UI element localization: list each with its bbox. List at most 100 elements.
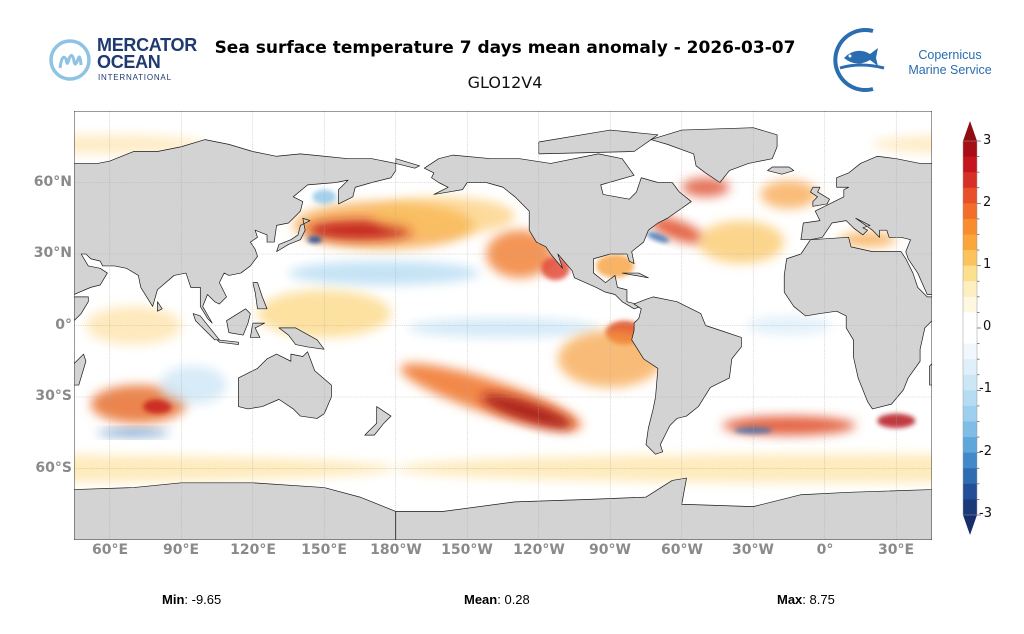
anomaly-okhotsk-cold bbox=[312, 189, 337, 204]
anomaly-south-indian-warm bbox=[90, 385, 187, 424]
colorbar-tick-minus2: -2 bbox=[979, 444, 992, 459]
land-new-guinea bbox=[279, 328, 324, 349]
colorbar-segment bbox=[963, 421, 977, 438]
land-borneo bbox=[227, 309, 251, 335]
colorbar-segment bbox=[963, 312, 977, 329]
lon-label-90w: 90°W bbox=[589, 542, 631, 558]
anomaly-se-pacific-warm-core bbox=[481, 394, 573, 429]
stat-min: Min: -9.65 bbox=[162, 592, 221, 607]
colorbar-segment bbox=[963, 452, 977, 469]
anomaly-kuroshio-cold bbox=[307, 236, 322, 244]
logo-left-line3: INTERNATIONAL bbox=[98, 73, 172, 82]
colorbar-segment bbox=[963, 218, 977, 235]
lon-label-120w: 120°W bbox=[513, 542, 565, 558]
lon-label-150e: 150°E bbox=[301, 542, 347, 558]
lon-label-180w: 180°W bbox=[370, 542, 422, 558]
anomaly-baja-warm bbox=[541, 256, 570, 281]
stat-mean-label: Mean bbox=[464, 592, 498, 607]
colorbar-tick-1: 1 bbox=[983, 257, 992, 272]
stat-max: Max: 8.75 bbox=[777, 592, 835, 607]
stat-mean: Mean: 0.28 bbox=[464, 592, 530, 607]
land-eurasia bbox=[74, 140, 396, 324]
anomaly-gulf-stream-warm bbox=[649, 216, 705, 244]
anomaly-subtropical-np-cold bbox=[288, 261, 480, 285]
land-new-zealand bbox=[365, 407, 391, 436]
stat-max-value: : 8.75 bbox=[802, 592, 835, 607]
lon-label-120e: 120°E bbox=[230, 542, 276, 558]
mercator-ocean-logo-icon bbox=[49, 39, 91, 81]
lat-label-0: 0° bbox=[55, 317, 72, 333]
colorbar-tick-minus3: -3 bbox=[979, 506, 992, 521]
colorbar-segment bbox=[963, 343, 977, 360]
chart-title: Sea surface temperature 7 days mean anom… bbox=[214, 38, 796, 58]
land-antarctica bbox=[74, 478, 396, 540]
anomaly-indian-front-cold bbox=[97, 429, 170, 437]
colorbar-tick-minus1: -1 bbox=[979, 381, 992, 396]
anomaly-equatorial-pacific-cold bbox=[407, 318, 599, 338]
stat-max-label: Max bbox=[777, 592, 803, 607]
land-africa bbox=[784, 237, 932, 409]
colorbar-segment bbox=[963, 296, 977, 313]
anomaly-mediterranean-warm bbox=[839, 232, 897, 247]
colorbar-segment bbox=[963, 203, 977, 220]
lon-label-90e: 90°E bbox=[162, 542, 200, 558]
colorbar-tick-3: 3 bbox=[983, 133, 992, 148]
land-philippines bbox=[253, 283, 267, 309]
land-iceland bbox=[768, 167, 794, 174]
copernicus-logo-icon bbox=[833, 28, 885, 92]
graticule bbox=[74, 111, 932, 540]
land-cuba bbox=[622, 273, 648, 278]
land-madagascar bbox=[74, 354, 86, 385]
colorbar-segment bbox=[963, 187, 977, 204]
logo-right-line2: Marine Service bbox=[908, 63, 992, 77]
colorbar-segment bbox=[963, 328, 977, 345]
land-madagascar bbox=[930, 354, 932, 385]
colorbar-segment bbox=[963, 265, 977, 282]
colorbar-segment bbox=[963, 281, 977, 298]
lat-label-30s: 30°S bbox=[35, 388, 72, 404]
colorbar-segment bbox=[963, 499, 977, 516]
land-sri-lanka bbox=[157, 302, 162, 312]
lon-label-150w: 150°W bbox=[441, 542, 493, 558]
colorbar-extend-max bbox=[963, 121, 977, 141]
anomaly-ne-atlantic-warm bbox=[760, 180, 818, 209]
land-java bbox=[217, 340, 238, 345]
colorbar-segment bbox=[963, 390, 977, 407]
chart-subtitle: GLO12V4 bbox=[467, 73, 543, 92]
land-eurasia bbox=[801, 140, 932, 324]
colorbar-segment bbox=[963, 437, 977, 454]
colorbar-tick-0: 0 bbox=[983, 319, 992, 334]
anomaly-arctic-warm bbox=[872, 135, 932, 154]
land-north-america bbox=[424, 154, 691, 309]
colorbar-segment bbox=[963, 405, 977, 422]
anomaly-north-atlantic-warm bbox=[698, 220, 785, 264]
stat-mean-value: : 0.28 bbox=[497, 592, 530, 607]
lon-label-0: 0° bbox=[816, 542, 834, 558]
stat-min-value: : -9.65 bbox=[184, 592, 222, 607]
anomaly-agulhas-warm bbox=[877, 413, 916, 428]
colorbar-segment bbox=[963, 359, 977, 376]
stat-min-label: Min bbox=[162, 592, 185, 607]
colorbar bbox=[962, 121, 981, 535]
land-arctic-islands bbox=[539, 130, 658, 154]
colorbar-segment bbox=[963, 250, 977, 267]
lon-label-60e: 60°E bbox=[91, 542, 129, 558]
colorbar-segment bbox=[963, 141, 977, 158]
lon-label-60w: 60°W bbox=[661, 542, 703, 558]
lat-label-30n: 30°N bbox=[33, 245, 72, 261]
land-south-america bbox=[632, 297, 742, 454]
anomaly-labrador-warm bbox=[681, 177, 730, 197]
anomaly-south-indian-core bbox=[143, 399, 172, 414]
colorbar-tick-2: 2 bbox=[983, 195, 992, 210]
lon-label-30e: 30°E bbox=[877, 542, 915, 558]
anomaly-indian-cold-patch bbox=[159, 366, 227, 405]
anomaly-north-pacific-mid-warm bbox=[371, 196, 515, 235]
land-australia bbox=[238, 352, 331, 419]
colorbar-segment bbox=[963, 156, 977, 173]
colorbar-segment bbox=[963, 172, 977, 189]
anomaly-gulf-stream-cold bbox=[646, 232, 670, 243]
colorbar-segment bbox=[963, 234, 977, 251]
land-layer bbox=[74, 128, 932, 540]
lat-label-60n: 60°N bbox=[33, 174, 72, 190]
sst-anomaly-map bbox=[74, 111, 932, 540]
